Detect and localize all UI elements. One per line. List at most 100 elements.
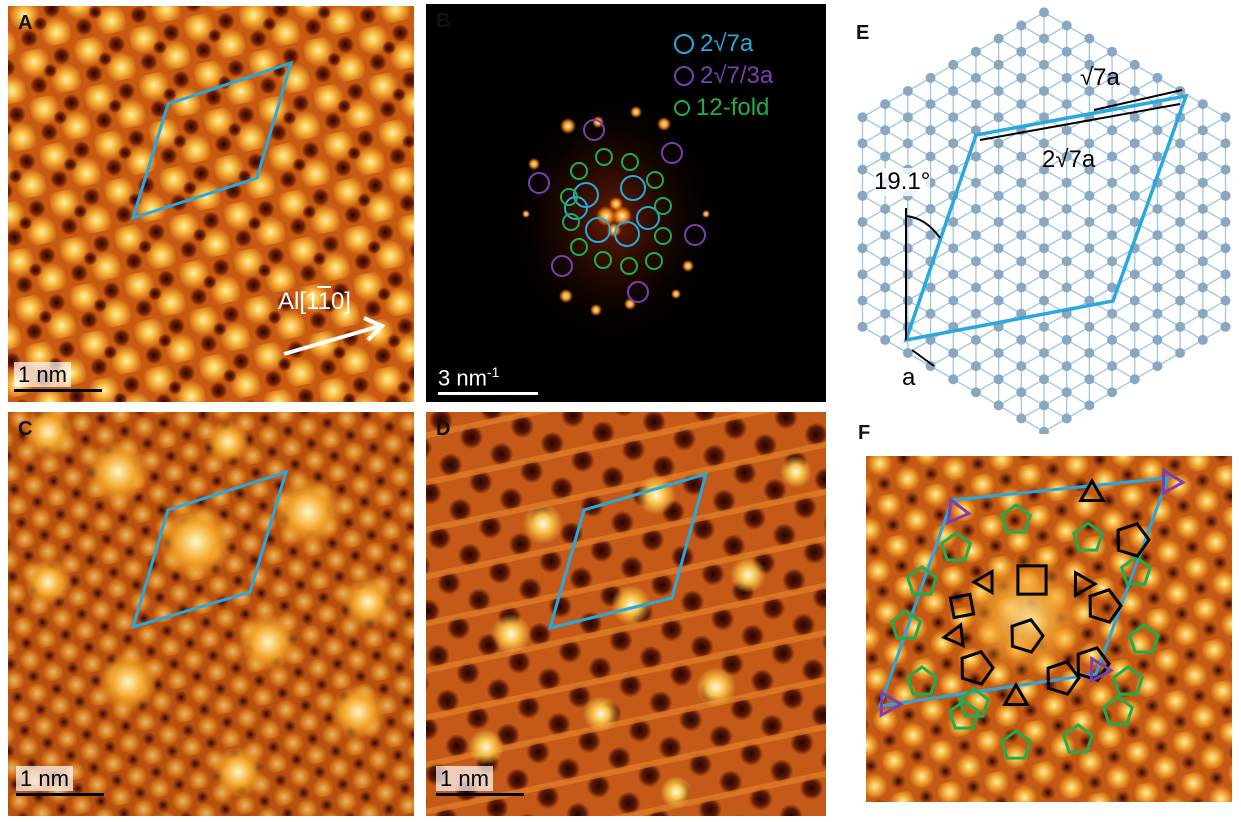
panel-c-image (8, 412, 414, 816)
lattice-atom (1061, 361, 1072, 372)
lattice-atom (925, 282, 936, 293)
lattice-atom (1175, 243, 1186, 254)
lattice-atom (1039, 243, 1049, 254)
lattice-atom (1175, 164, 1186, 175)
lattice-atom (1084, 321, 1095, 332)
lattice-atom (1039, 190, 1049, 201)
panel-b-label: B (436, 10, 451, 32)
lattice-atom (1175, 321, 1186, 332)
fft-rings-green (560, 148, 672, 275)
lattice-atom (925, 230, 936, 241)
lattice-atom (1175, 138, 1186, 149)
lattice-atom (1061, 20, 1072, 31)
lattice-atom (1061, 46, 1072, 57)
lattice-atom (948, 217, 959, 227)
lattice-atom (993, 138, 1004, 149)
panel-b: B 2√7a 2√7/3a 12-fold 3 nm-1 (426, 4, 826, 402)
lattice-atom (970, 308, 981, 319)
lattice-atom (1061, 203, 1072, 214)
lattice-atom (1039, 112, 1049, 123)
lattice-atom (1197, 282, 1208, 293)
lattice-atom (1197, 230, 1208, 241)
scale-bar-a: 1 nm (14, 362, 102, 392)
lattice-atom (925, 151, 936, 162)
two-sqrt7a-label: 2√7a (1042, 146, 1096, 173)
lattice-atom (1107, 361, 1118, 372)
lattice-atom (993, 86, 1004, 96)
lattice-atom (925, 203, 936, 214)
scale-bar-d: 1 nm (436, 766, 524, 796)
panel-d-image (426, 412, 826, 816)
lattice-atom (1107, 46, 1118, 57)
lattice-atom (1220, 112, 1231, 123)
panel-e: E √7a 2√7a 19.1° a (852, 4, 1236, 434)
lattice-atom (993, 59, 1004, 70)
lattice-atom (1152, 151, 1163, 162)
lattice-atom (925, 308, 936, 319)
lattice-atom (902, 138, 913, 149)
lattice-atom (1197, 177, 1208, 188)
lattice-atom (993, 217, 1004, 227)
lattice-atom (1039, 138, 1049, 149)
lattice-atom (1084, 217, 1095, 227)
lattice-atom (1197, 125, 1208, 136)
lattice-atom (970, 230, 981, 241)
lattice-atom (970, 282, 981, 293)
lattice-atom (993, 243, 1004, 254)
lattice-atom (1220, 269, 1231, 280)
lattice-atom (970, 72, 981, 83)
lattice-atom (948, 348, 959, 358)
lattice-atom (970, 203, 981, 214)
triangle-purple (1161, 467, 1187, 496)
lattice-atom (1061, 413, 1072, 424)
pentagon-green (1061, 723, 1095, 754)
pentagon-black (1046, 660, 1081, 696)
lattice-atom (970, 177, 981, 188)
lattice-atom (1129, 138, 1140, 149)
lattice-atom (993, 295, 1004, 306)
lattice-atom (1061, 256, 1072, 267)
lattice-atom (1016, 230, 1027, 241)
lattice-atom (880, 256, 891, 267)
lattice-atom (1039, 164, 1049, 175)
lattice-atom (1107, 308, 1118, 319)
lattice-atom (1039, 86, 1049, 96)
pentagon-green (889, 609, 923, 640)
lattice-atom (1197, 99, 1208, 110)
lattice-atom (1039, 269, 1049, 280)
lattice-atom (948, 86, 959, 96)
pentagon-black (1010, 618, 1045, 654)
lattice-atom (1107, 125, 1118, 136)
lattice-atom (1220, 243, 1231, 254)
lattice-atom (1175, 217, 1186, 227)
lattice-atom (1197, 256, 1208, 267)
lattice-atom (1129, 59, 1140, 70)
fft-legend: 2√7a 2√7/3a 12-fold (674, 28, 773, 124)
lattice-atom (1039, 321, 1049, 332)
lattice-atom (993, 112, 1004, 123)
lattice-atom (902, 112, 913, 123)
lattice-atom (1220, 321, 1231, 332)
panel-c-label: C (18, 418, 33, 440)
panel-a: A Al[110] 1 nm (8, 6, 414, 402)
lattice-atom (1107, 256, 1118, 267)
lattice-atom (1197, 334, 1208, 345)
lattice-atom (857, 321, 868, 332)
lattice-atom (1084, 269, 1095, 280)
lattice-atom (1016, 256, 1027, 267)
lattice-atom (902, 217, 913, 227)
lattice-atom (1084, 164, 1095, 175)
pentagon-green (1071, 521, 1105, 552)
lattice-atom (1107, 151, 1118, 162)
a-arrow (911, 349, 935, 367)
pentagon-green (1111, 665, 1145, 696)
lattice-atom (970, 99, 981, 110)
lattice-atom (1129, 217, 1140, 227)
lattice-atom (1039, 7, 1049, 18)
panel-a-label: A (18, 12, 33, 34)
pentagon-black (1116, 522, 1151, 558)
legend-item-blue: 2√7a (674, 28, 773, 60)
lattice-atom (993, 348, 1004, 358)
legend-item-purple: 2√7/3a (674, 60, 773, 92)
triangle-black (1002, 682, 1030, 706)
